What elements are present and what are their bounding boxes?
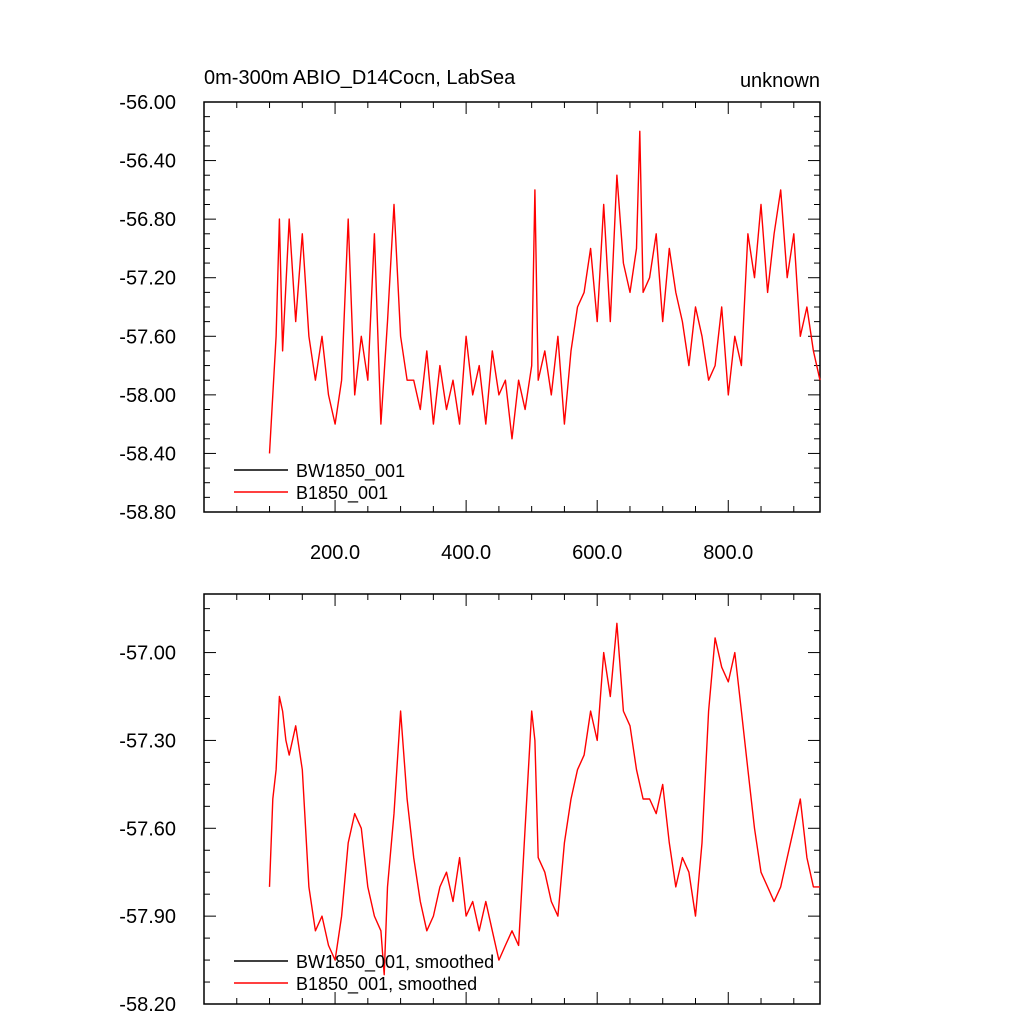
series-line-b1850-001 [268, 130, 821, 454]
legend-label-b1850: B1850_001 [296, 483, 388, 504]
bottom-panel: -57.00 -57.30 -57.60 -57.90 -58.20 BW1850_00… [119, 593, 821, 1016]
legend: BW1850_001 B1850_001 [234, 461, 405, 504]
top-panel: 0m-300m ABIO_D14Cocn, LabSea unknown -56… [119, 67, 821, 564]
y-tick-label: -56.00 [119, 92, 176, 114]
y-tick-labels: -56.00 -56.40 -56.80 -57.20 -57.60 -58.00 -58.… [119, 92, 176, 524]
legend-label-bw1850: BW1850_001 [296, 461, 405, 482]
y-tick-labels: -57.00 -57.30 -57.60 -57.90 -58.20 [119, 643, 176, 1016]
x-tick-label: 400.0 [441, 542, 491, 564]
series-layer [268, 622, 820, 976]
plot-frame [203, 593, 821, 1005]
y-tick-label: -58.00 [119, 385, 176, 407]
legend-label-bw1850-smoothed: BW1850_001, smoothed [296, 952, 494, 973]
legend-label-b1850-smoothed: B1850_001, smoothed [296, 974, 477, 995]
chart-subtitle-right: unknown [740, 70, 820, 92]
legend: BW1850_001, smoothed B1850_001, smoothed [234, 952, 494, 995]
series-layer [268, 130, 821, 454]
chart-title: 0m-300m ABIO_D14Cocn, LabSea [204, 67, 516, 89]
y-tick-label: -57.60 [119, 818, 176, 840]
y-tick-label: -57.00 [119, 643, 176, 665]
y-tick-label: -58.80 [119, 502, 176, 524]
x-tick-label: 200.0 [310, 542, 360, 564]
y-tick-label: -57.20 [119, 268, 176, 290]
x-tick-label: 800.0 [703, 542, 753, 564]
x-tick-label: 600.0 [572, 542, 622, 564]
y-tick-label: -58.40 [119, 443, 176, 465]
tick-marks [204, 594, 820, 1005]
y-tick-label: -58.20 [119, 994, 176, 1016]
y-tick-label: -57.30 [119, 730, 176, 752]
y-tick-label: -57.90 [119, 906, 176, 928]
y-tick-label: -57.60 [119, 326, 176, 348]
y-tick-label: -56.40 [119, 151, 176, 173]
series-line-b1850-001-smoothed [268, 622, 820, 976]
y-tick-label: -56.80 [119, 209, 176, 231]
x-tick-labels: 200.0 400.0 600.0 800.0 [310, 542, 753, 564]
